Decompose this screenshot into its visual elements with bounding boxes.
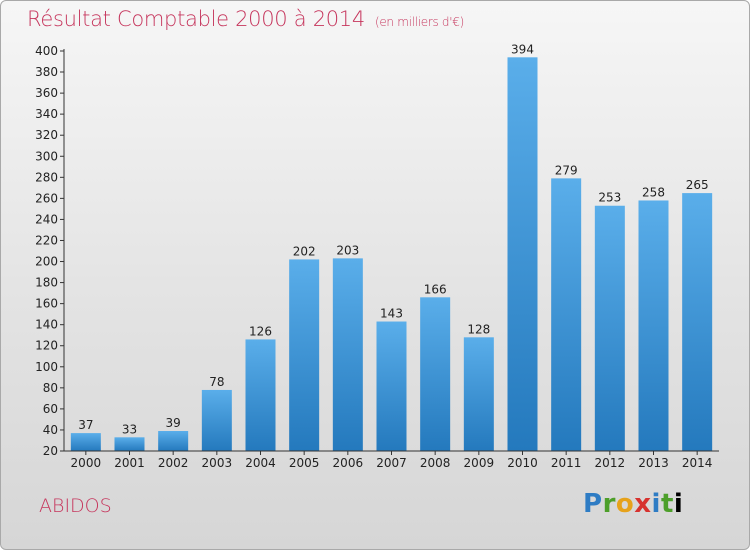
bar: [70, 433, 101, 451]
bar: [114, 437, 145, 451]
y-tick-label: 360: [35, 86, 58, 100]
bar: [463, 337, 494, 451]
proxiti-logo: Proxiti: [583, 489, 683, 519]
bar: [158, 431, 189, 451]
y-tick-label: 220: [35, 233, 58, 247]
y-tick-label: 300: [35, 149, 58, 163]
chart-title: Résultat Comptable 2000 à 2014 (en millie…: [27, 7, 464, 31]
bar: [376, 321, 407, 451]
x-tick-label: 2005: [289, 456, 320, 470]
y-tick-label: 320: [35, 128, 58, 142]
x-tick-label: 2001: [114, 456, 145, 470]
bar: [507, 57, 538, 451]
y-tick-label: 120: [35, 339, 58, 353]
logo-letter: t: [660, 489, 674, 519]
y-tick-label: 100: [35, 360, 58, 374]
y-tick-label: 340: [35, 107, 58, 121]
commune-name: ABIDOS: [39, 495, 112, 517]
y-tick-label: 60: [43, 402, 58, 416]
y-tick-label: 160: [35, 297, 58, 311]
y-axis: 20 40 60 80 100 120 140 160 180 200 220 240 260 280 30…: [35, 44, 65, 458]
y-tick-label: 80: [43, 381, 58, 395]
bar-value-label: 202: [293, 244, 316, 258]
x-tick-label: 2002: [158, 456, 189, 470]
bar: [245, 339, 276, 451]
x-tick-label: 2009: [464, 456, 495, 470]
bar: [638, 200, 669, 451]
bar-value-label: 39: [166, 416, 181, 430]
bar-chart: 20 40 60 80 100 120 140 160 180 200 220 240 260 280 30…: [35, 42, 719, 470]
y-tick-label: 140: [35, 318, 58, 332]
logo-letter: o: [615, 489, 635, 519]
y-tick-label: 260: [35, 191, 58, 205]
bar-value-label: 166: [424, 282, 447, 296]
bar-value-label: 37: [78, 418, 93, 432]
bar: [551, 178, 582, 452]
x-tick-label: 2004: [245, 456, 276, 470]
y-tick-label: 380: [35, 65, 58, 79]
logo-letter: r: [602, 489, 616, 519]
x-tick-label: 2010: [507, 456, 538, 470]
bar-value-label: 253: [598, 191, 621, 205]
bar: [332, 258, 363, 451]
x-tick-label: 2011: [551, 456, 582, 470]
y-tick-label: 180: [35, 276, 58, 290]
bar: [594, 205, 625, 451]
logo-letter: P: [583, 489, 603, 519]
y-tick-label: 20: [43, 444, 58, 458]
bar-value-label: 128: [467, 322, 490, 336]
bar-value-label: 78: [209, 375, 224, 389]
bar-value-label: 279: [555, 163, 578, 177]
bar-value-label: 126: [249, 324, 272, 338]
x-tick-label: 2003: [202, 456, 233, 470]
logo-letter: i: [651, 489, 661, 519]
x-tick-label: 2000: [71, 456, 102, 470]
y-tick-label: 200: [35, 255, 58, 269]
bar-value-label: 203: [336, 243, 359, 257]
x-tick-label: 2007: [376, 456, 407, 470]
x-tick-label: 2006: [333, 456, 364, 470]
x-tick-label: 2013: [638, 456, 669, 470]
logo-letter: x: [634, 489, 652, 519]
bar-value-label: 33: [122, 422, 137, 436]
bar: [682, 193, 713, 451]
bar-value-label: 143: [380, 307, 403, 321]
x-tick-label: 2014: [682, 456, 713, 470]
y-tick-label: 240: [35, 212, 58, 226]
bar: [201, 389, 232, 451]
y-tick-label: 40: [43, 423, 58, 437]
bar: [420, 297, 451, 451]
x-tick-label: 2012: [595, 456, 626, 470]
bars: 37 33 39 78 126 202 203 143 166 128 394 279 253 258 26…: [70, 42, 713, 452]
x-axis: 2000 2001 2002 2003 2004 2005 2006 2007 2008 2009…: [64, 450, 719, 470]
bar-value-label: 265: [686, 178, 709, 192]
bar: [289, 259, 320, 451]
y-tick-label: 280: [35, 170, 58, 184]
y-tick-label: 400: [35, 44, 58, 58]
logo-letter: i: [673, 489, 684, 519]
bar-value-label: 258: [642, 185, 665, 199]
x-tick-label: 2008: [420, 456, 451, 470]
chart-title-text: Résultat Comptable 2000 à 2014: [27, 7, 365, 31]
bar-value-label: 394: [511, 42, 534, 56]
chart-subtitle: (en milliers d'€): [374, 15, 464, 29]
